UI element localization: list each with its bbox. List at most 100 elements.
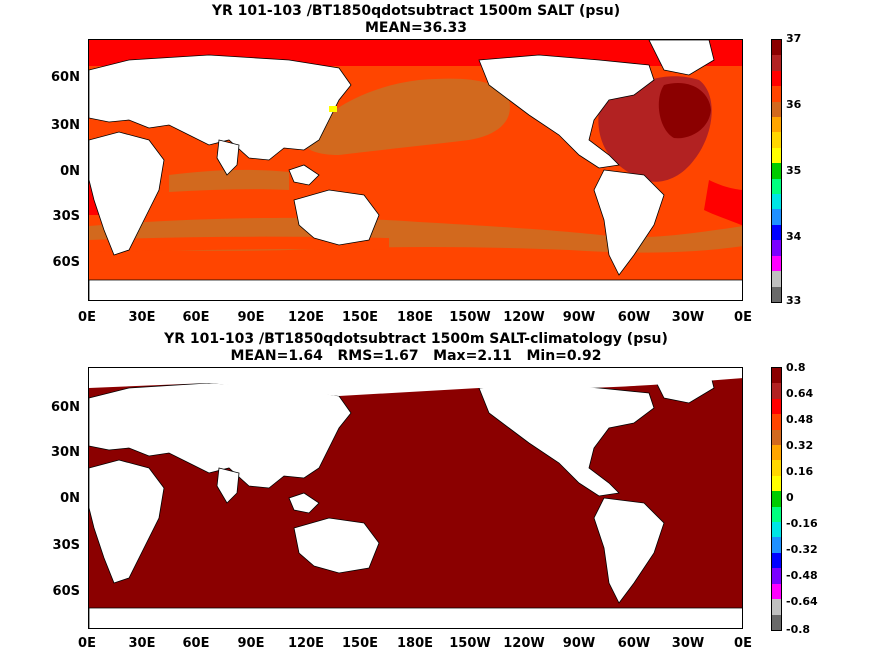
map1-xlabel: 150W [449, 310, 491, 325]
map1-xlabel: 0E [78, 310, 96, 325]
map1-tropical-band [169, 169, 289, 192]
colorbar-segment [772, 368, 781, 384]
colorbar-segment [772, 522, 781, 538]
colorbar-segment [772, 475, 781, 492]
map2-africa [89, 459, 165, 584]
map2-south-america [593, 497, 665, 604]
map1-australia [293, 189, 380, 246]
colorbar-segment [772, 271, 781, 287]
map2-colorbar [771, 367, 782, 631]
map2-ylabel-30s: 30S [52, 538, 80, 553]
map1-xlabel: 60E [182, 310, 210, 325]
map2-xlabel: 60E [182, 636, 210, 651]
map1-xlabel: 120W [503, 310, 545, 325]
colorbar-segment [772, 178, 781, 195]
map1-east-edge [704, 180, 742, 226]
map2-cb-label: 0.8 [786, 361, 806, 374]
map2-svg [89, 368, 742, 628]
colorbar-segment [772, 101, 781, 118]
map1-indonesia [288, 164, 320, 186]
map1-xlabel: 90W [562, 310, 596, 325]
map2-australia [293, 517, 380, 574]
map2-xlabel: 60W [617, 636, 651, 651]
map1-svg [89, 40, 742, 300]
map2-xlabel: 180E [396, 636, 434, 651]
map2-ylabel-60n: 60N [51, 400, 80, 415]
colorbar-segment [772, 568, 781, 584]
map2-cb-label: -0.32 [786, 543, 818, 556]
map1-ylabel-60n: 60N [51, 70, 80, 85]
map2-cb-label: 0.32 [786, 439, 814, 452]
map2-cb-label: -0.64 [786, 595, 818, 608]
map1-greenland [648, 40, 715, 76]
map1-eurasia [89, 54, 352, 161]
colorbar-segment [772, 40, 781, 56]
colorbar-segment [772, 383, 781, 399]
colorbar-segment [772, 491, 781, 507]
colorbar-segment [772, 55, 781, 71]
colorbar-segment [772, 224, 781, 241]
map2-xlabel: 120W [503, 636, 545, 651]
colorbar-segment [772, 147, 781, 164]
map2-cb-label: 0.16 [786, 465, 814, 478]
colorbar-segment [772, 194, 781, 210]
map2-cb-label: -0.8 [786, 623, 811, 636]
map1-southern-inner [89, 236, 389, 252]
map1-north-pacific-gyre [303, 78, 510, 155]
colorbar-segment [772, 583, 781, 600]
colorbar-segment [772, 460, 781, 476]
map1-xlabel: 180E [396, 310, 434, 325]
map2-plot [88, 367, 743, 629]
colorbar-segment [772, 163, 781, 179]
colorbar-segment [772, 614, 781, 630]
map2-cb-label: 0.64 [786, 387, 814, 400]
colorbar-segment [772, 506, 781, 523]
map1-atlantic-core [658, 82, 711, 139]
map1-cb-label: 37 [786, 32, 802, 45]
map2-subtitle: MEAN=1.64 RMS=1.67 Max=2.11 Min=0.92 [230, 348, 602, 364]
map1-xlabel: 30W [671, 310, 705, 325]
map2-xlabel: 90W [562, 636, 596, 651]
map2-xlabel: 0E [734, 636, 752, 651]
colorbar-segment [772, 209, 781, 225]
map2-ylabel-60s: 60S [52, 584, 80, 599]
map1-ylabel-30s: 30S [52, 209, 80, 224]
colorbar-segment [772, 398, 781, 415]
map2-cb-label: -0.48 [786, 569, 818, 582]
colorbar-segment [772, 132, 781, 148]
map2-xlabel: 150W [449, 636, 491, 651]
map2-xlabel: 30E [128, 636, 156, 651]
colorbar-segment [772, 414, 781, 430]
colorbar-segment [772, 86, 781, 102]
map2-xlabel: 0E [78, 636, 96, 651]
map2-cb-label: -0.16 [786, 517, 818, 530]
colorbar-segment [772, 552, 781, 569]
map1-ylabel-0n: 0N [60, 164, 80, 179]
map1-xlabel: 30E [128, 310, 156, 325]
map2-ylabel-30n: 30N [51, 445, 80, 460]
colorbar-segment [772, 537, 781, 553]
map2-title: YR 101-103 /BT1850qdotsubtract 1500m SAL… [164, 331, 668, 347]
colorbar-segment [772, 70, 781, 87]
map1-north-america [478, 54, 655, 169]
map1-cb-label: 34 [786, 230, 802, 243]
map2-arctic [89, 368, 742, 396]
map1-cb-label: 36 [786, 98, 802, 111]
colorbar-segment [772, 255, 781, 272]
map1-cb-label: 35 [786, 164, 802, 177]
map2-indonesia [288, 492, 320, 514]
map2-xlabel: 120E [287, 636, 325, 651]
colorbar-segment [772, 240, 781, 256]
colorbar-segment [772, 599, 781, 615]
colorbar-segment [772, 429, 781, 446]
map1-plot [88, 39, 743, 301]
map1-xlabel: 60W [617, 310, 651, 325]
map2-antarctica [89, 607, 742, 628]
map2-cb-label: 0 [786, 491, 794, 504]
map1-colorbar [771, 39, 782, 303]
map2-xlabel: 30W [671, 636, 705, 651]
map2-xlabel: 90E [237, 636, 265, 651]
map2-ylabel-0n: 0N [60, 491, 80, 506]
map1-xlabel: 90E [237, 310, 265, 325]
map1-xlabel: 150E [341, 310, 379, 325]
